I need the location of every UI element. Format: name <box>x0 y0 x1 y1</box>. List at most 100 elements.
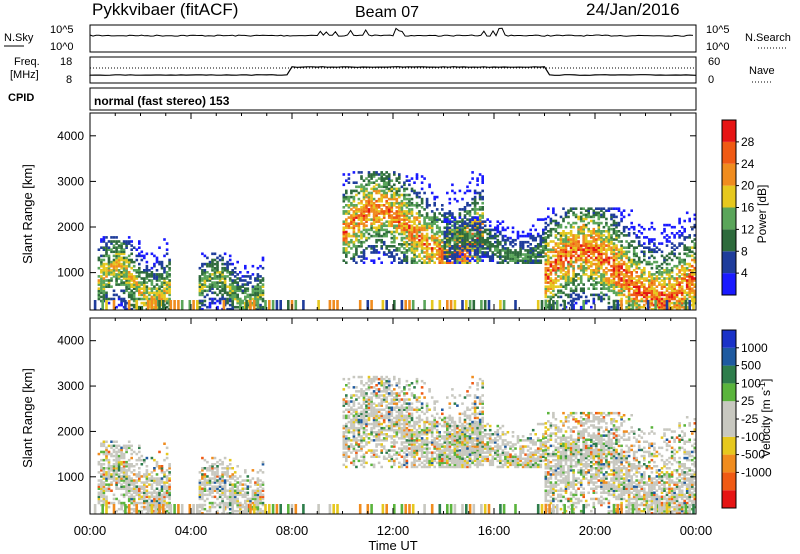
velocity-echo-cell <box>168 493 171 497</box>
power-echo-cell <box>372 204 376 207</box>
power-echo-cell <box>625 262 628 266</box>
power-echo-cell <box>481 206 484 209</box>
power-echo-cell <box>93 300 97 310</box>
power-echo-cell <box>463 232 467 236</box>
power-echo-cell <box>587 266 590 270</box>
power-echo-cell <box>160 295 164 299</box>
power-echo-cell <box>208 273 212 276</box>
power-echo-cell <box>476 261 479 264</box>
power-echo-cell <box>400 232 404 236</box>
power-echo-cell <box>216 283 219 286</box>
power-echo-cell <box>516 230 520 234</box>
power-echo-cell <box>256 301 260 305</box>
power-echo-cell <box>643 246 646 249</box>
velocity-echo-cell <box>143 475 146 478</box>
power-echo-cell <box>463 245 467 248</box>
power-echo-cell <box>478 218 482 221</box>
power-echo-cell <box>448 218 452 221</box>
power-echo-cell <box>635 299 638 303</box>
velocity-echo-cell <box>153 481 156 484</box>
power-echo-cell <box>632 291 636 295</box>
velocity-echo-cell <box>115 452 118 456</box>
power-echo-cell <box>637 230 641 233</box>
power-echo-cell <box>231 297 234 301</box>
power-echo-cell <box>390 189 394 193</box>
power-echo-cell <box>400 224 404 228</box>
power-echo-cell <box>203 262 207 266</box>
power-echo-cell <box>239 305 242 309</box>
power-echo-cell <box>435 236 439 240</box>
power-echo-cell <box>544 238 548 241</box>
power-echo-cell <box>365 189 368 193</box>
power-echo-cell <box>221 297 224 301</box>
power-echo-cell <box>461 251 464 254</box>
power-echo-cell <box>357 228 361 232</box>
velocity-echo-cell <box>107 463 111 466</box>
power-echo-cell <box>663 297 666 301</box>
power-echo-cell <box>100 295 103 299</box>
power-echo-cell <box>410 257 414 260</box>
power-echo-cell <box>428 253 431 256</box>
power-colorbar-bin <box>722 120 736 142</box>
power-echo-cell <box>423 177 426 180</box>
power-echo-cell <box>365 187 368 191</box>
power-echo-cell <box>122 275 126 278</box>
velocity-echo-cell <box>97 495 101 499</box>
power-echo-cell <box>122 266 126 270</box>
velocity-echo-cell <box>130 512 133 515</box>
power-echo-cell <box>446 240 449 244</box>
velocity-echo-cell <box>127 463 131 466</box>
power-echo-cell <box>342 220 346 223</box>
velocity-echo-cell <box>120 501 123 505</box>
power-echo-cell <box>615 271 618 274</box>
velocity-echo-cell <box>117 448 121 452</box>
power-echo-cell <box>544 277 548 280</box>
power-echo-cell <box>627 279 631 282</box>
power-echo-cell <box>577 236 580 239</box>
power-echo-cell <box>595 287 598 290</box>
power-echo-cell <box>590 293 593 297</box>
power-echo-cell <box>448 255 452 258</box>
velocity-echo-cell <box>105 495 108 499</box>
power-echo-cell <box>496 245 500 248</box>
power-echo-cell <box>526 253 530 256</box>
power-echo-cell <box>393 230 396 234</box>
velocity-echo-cell <box>155 493 159 497</box>
power-echo-cell <box>433 240 436 244</box>
power-echo-cell <box>430 247 434 250</box>
velocity-echo-cell <box>102 473 106 476</box>
power-echo-cell <box>625 279 628 282</box>
power-echo-cell <box>105 248 108 251</box>
power-echo-cell <box>602 283 606 286</box>
power-echo-cell <box>590 264 593 268</box>
power-echo-cell <box>632 246 636 249</box>
power-echo-cell <box>547 266 550 270</box>
power-echo-cell <box>544 227 548 231</box>
power-echo-cell <box>446 220 449 223</box>
power-echo-cell <box>650 277 654 280</box>
power-echo-cell <box>456 228 459 232</box>
power-echo-cell <box>534 245 537 248</box>
velocity-echo-cell <box>165 487 169 490</box>
power-echo-cell <box>400 259 404 262</box>
power-echo-cell <box>499 255 502 258</box>
power-echo-cell <box>393 201 396 205</box>
power-echo-cell <box>554 248 558 251</box>
power-echo-cell <box>625 273 628 276</box>
power-echo-cell <box>673 283 676 286</box>
power-echo-cell <box>564 252 568 256</box>
power-echo-cell <box>567 283 570 286</box>
power-echo-cell <box>524 255 527 258</box>
power-echo-cell <box>261 277 265 280</box>
power-echo-cell <box>385 245 388 248</box>
power-echo-cell <box>233 291 237 295</box>
power-echo-cell <box>350 191 353 195</box>
power-echo-cell <box>236 260 239 264</box>
power-echo-cell <box>380 247 383 250</box>
power-echo-cell <box>637 258 641 262</box>
power-echo-cell <box>385 253 388 256</box>
power-echo-cell <box>466 232 469 236</box>
power-echo-cell <box>572 281 575 284</box>
power-echo-cell <box>547 285 550 288</box>
power-echo-cell <box>208 277 212 280</box>
